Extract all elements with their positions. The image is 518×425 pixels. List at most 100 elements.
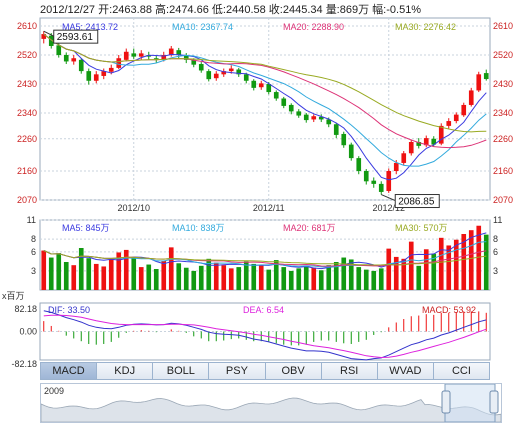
candle-body [71,58,77,62]
volume-bar [48,257,54,290]
candle-body [468,90,474,105]
volume-bar [438,237,444,290]
candle-body [461,104,467,116]
volume-bar [131,256,137,290]
candle-body [393,162,399,171]
candle-body [206,71,212,80]
price-tick-right: 2070 [493,195,513,205]
tab-obv[interactable]: OBV [265,362,322,380]
volume-bar [326,265,332,290]
candle-body [63,55,69,62]
volume-label: 量: [325,4,340,16]
candle-body [476,74,482,91]
price-tick-left: 2520 [17,50,37,60]
candle-body [273,92,279,99]
volume-bar [378,268,384,290]
price-tick-left: 2260 [17,134,37,144]
macd-dif-line [43,310,487,361]
tab-cci[interactable]: CCI [433,362,490,380]
candle-body [408,142,414,154]
tab-wvad[interactable]: WVAD [377,362,434,380]
tab-rsi[interactable]: RSI [321,362,378,380]
range-navigator[interactable]: 2009 [40,383,502,423]
candle-body [236,69,242,75]
date-tick: 2012/12 [372,203,405,213]
high-label: 高: [155,4,170,16]
quote-header: 2012/12/27 开:2463.88 高:2474.66 低:2440.58… [40,1,421,17]
low-value: 2440.58 [225,4,266,16]
candle-body [116,58,122,68]
high-annotation-pointer [43,30,54,37]
volume-bar [41,250,47,290]
volume-bar [258,265,264,290]
volume-bar [371,270,377,290]
volume-bar [101,266,107,290]
close-label: 收: [268,4,283,16]
volume-legend-ma10: MA10: 838万 [172,223,225,233]
candle-body [311,116,317,120]
tab-psy[interactable]: PSY [209,362,266,380]
candle-body [281,98,287,106]
volume-bar [401,258,407,290]
volume-bar [311,267,317,290]
macd-tick-zero: 0.00 [19,327,37,337]
volume-bar [221,265,227,290]
volume-bar [273,260,279,290]
tab-boll[interactable]: BOLL [153,362,210,380]
volume-bar [266,269,272,290]
volume-bar [63,262,69,290]
candle-body [318,116,324,120]
volume-bar [318,270,324,290]
candle-body [371,180,377,184]
price-tick-left: 2160 [17,166,37,176]
volume-bar [356,267,362,290]
candle-body [101,71,107,76]
candle-body [423,138,429,146]
navigator-history-line [41,397,501,422]
volume-bar [161,260,167,290]
price-tick-right: 2260 [493,134,513,144]
volume-bar [386,248,392,290]
volume-legend-ma20: MA20: 681万 [283,223,336,233]
candle-body [108,67,114,72]
candle-body [348,144,354,159]
navigator-left-handle[interactable] [441,390,451,414]
volume-bar [86,258,92,290]
volume-bar [176,263,182,290]
price-tick-right: 2610 [493,21,513,31]
volume-bar [348,259,354,290]
volume-bar [206,258,212,290]
volume-ma30-line [43,250,487,266]
tab-macd[interactable]: MACD [40,362,98,380]
volume-tick-right: 6 [493,247,498,257]
volume-legend-ma30: MA30: 570万 [395,223,448,233]
volume-bar [296,268,302,290]
open-value: 2463.88 [112,4,152,16]
volume-tick-right: 3 [493,266,498,276]
price-ma5-line [43,33,487,181]
volume-bar [416,265,422,290]
candle-body [56,45,62,55]
candle-body [363,171,369,182]
volume-bar [363,269,369,290]
candle-body [191,59,197,65]
candle-body [221,71,227,75]
price-tick-right: 2520 [493,50,513,60]
candle-body [416,142,422,146]
tab-kdj[interactable]: KDJ [97,362,154,380]
high-value: 2474.66 [169,4,209,16]
volume-bar [228,268,234,290]
candle-body [161,55,167,60]
candle-body [378,183,384,192]
volume-bar [123,249,129,290]
price-tick-left: 2070 [17,195,37,205]
low-annotation-box [394,194,440,209]
navigator-right-handle[interactable] [489,390,499,414]
date-tick: 2012/10 [117,203,150,213]
candle-body [288,104,294,112]
quote-date: 2012/12/27 [40,4,96,16]
navigator-selection[interactable] [444,384,496,422]
volume-tick-right: 11 [493,215,502,225]
volume-legend-ma5: MA5: 845万 [62,223,110,233]
